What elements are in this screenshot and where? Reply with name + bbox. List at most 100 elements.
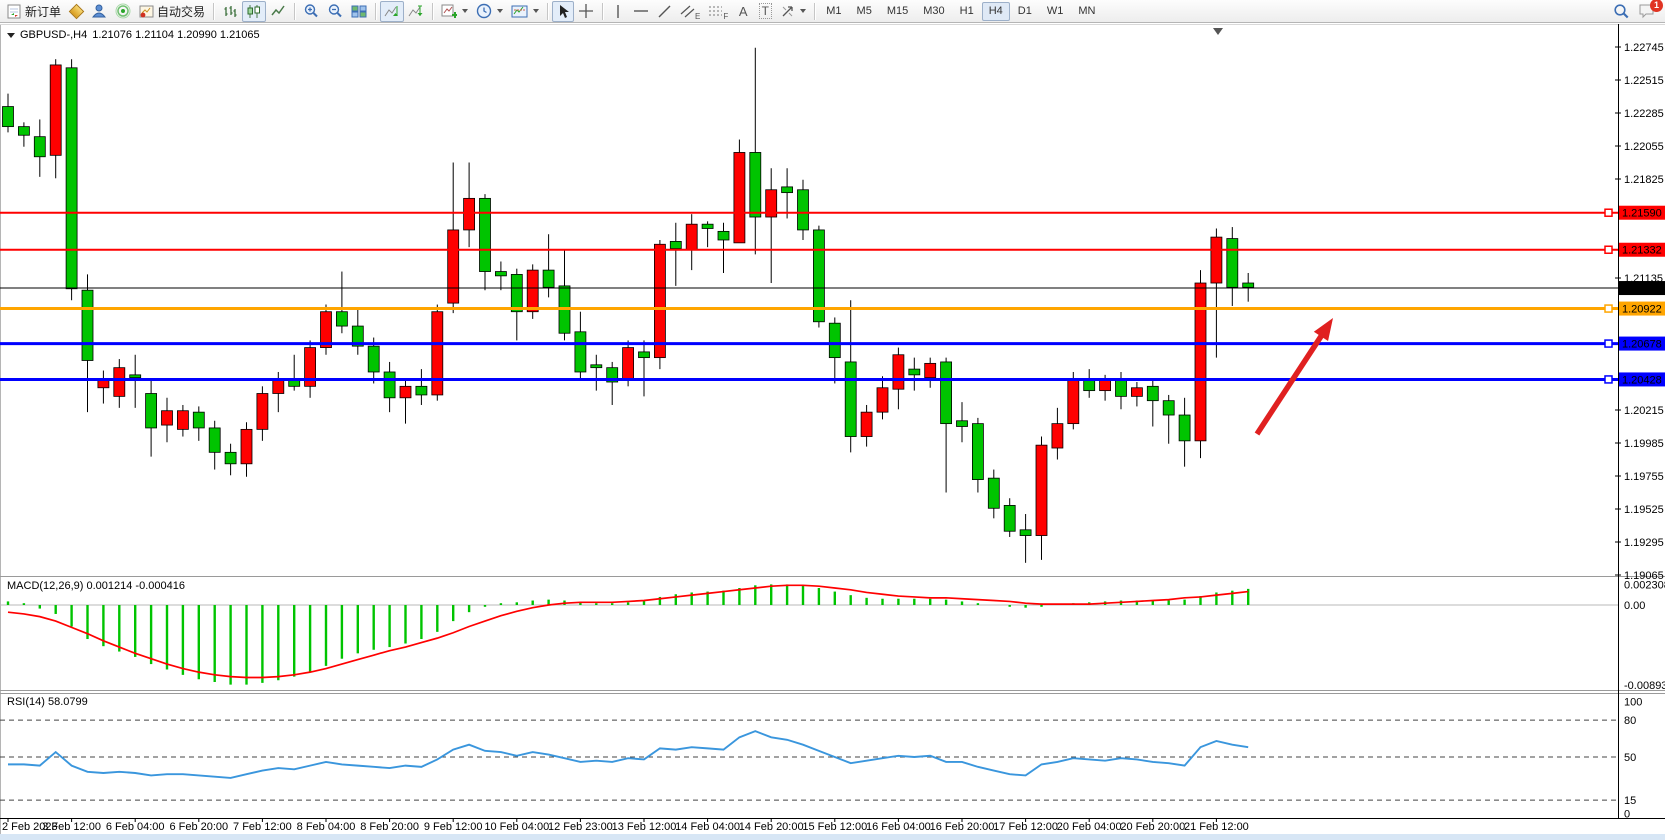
time-axis-label: 14 Feb 20:00	[739, 821, 804, 833]
bar-chart-icon	[222, 4, 238, 19]
chart-title-ohlc: 1.21076 1.21104 1.20990 1.21065	[92, 29, 260, 41]
candle	[685, 223, 698, 251]
candle	[335, 311, 348, 327]
timeframe-toolbar: M1 M5 M15 M30 H1 H4 D1 W1 MN	[819, 1, 1102, 21]
candle	[415, 385, 428, 396]
time-axis-label: 3 Feb 12:00	[42, 821, 101, 833]
horizontal-level-line[interactable]	[0, 208, 1618, 217]
rsi-axis[interactable]: 100 80 50 15 0	[1624, 696, 1642, 820]
candle	[1067, 378, 1080, 425]
notifications-button[interactable]: 1	[1638, 0, 1663, 19]
zoom-out-button[interactable]	[323, 1, 347, 22]
zoom-in-button[interactable]	[299, 1, 323, 22]
gold-icon	[68, 3, 84, 19]
timeframe-D1[interactable]: D1	[1011, 2, 1039, 21]
svg-text:1.20428: 1.20428	[1622, 374, 1662, 386]
price-tick-label: 1.22055	[1624, 141, 1664, 153]
periods-button[interactable]	[472, 1, 507, 22]
timeframe-M1[interactable]: M1	[819, 2, 848, 21]
arrows-tool-button[interactable]	[776, 1, 810, 22]
time-axis-label: 20 Feb 04:00	[1057, 821, 1122, 833]
templates-button[interactable]	[507, 1, 543, 22]
level-price-tag: 1.21590	[1619, 205, 1665, 220]
current-price-tag: 1.21065	[1619, 281, 1665, 296]
symbol-collapse-icon[interactable]	[7, 32, 15, 38]
text-label-tool-button[interactable]: T	[754, 1, 776, 22]
chart-title-symbol: GBPUSD-,H4	[20, 29, 88, 41]
chart-shift-marker[interactable]	[1213, 28, 1223, 35]
level-drag-handle	[1604, 304, 1613, 313]
new-order-button[interactable]: 新订单	[3, 1, 65, 22]
toolbar-separator	[213, 2, 215, 20]
candle	[129, 374, 142, 379]
auto-scroll-button[interactable]	[380, 0, 405, 22]
timeframe-H1[interactable]: H1	[953, 2, 981, 21]
search-icon[interactable]	[1613, 3, 1630, 20]
fibonacci-tool-button[interactable]: F	[704, 1, 732, 22]
community-button[interactable]	[87, 1, 111, 22]
candle	[908, 368, 921, 376]
candlestick-chart-button[interactable]	[242, 0, 267, 22]
trendline-tool-button[interactable]	[653, 1, 676, 22]
candle	[1035, 444, 1048, 536]
chart-window[interactable]: 1.22745 1.22515 1.22285 1.22055 1.21825 1.211…	[0, 24, 1665, 840]
dropdown-caret-icon	[462, 9, 469, 13]
timeframe-H4[interactable]: H4	[981, 1, 1010, 21]
candle	[2, 106, 14, 128]
timeframe-M30[interactable]: M30	[916, 2, 951, 21]
level-price-tag: 1.20428	[1619, 372, 1665, 387]
candle	[1242, 282, 1255, 288]
price-axis[interactable]: 1.227451.225151.222851.220551.218251.211…	[1615, 24, 1664, 818]
signals-button[interactable]	[111, 1, 135, 22]
timeframe-W1[interactable]: W1	[1040, 2, 1071, 21]
macd-axis-label: 0.002308	[1624, 579, 1665, 591]
cursor-tool-button[interactable]	[552, 0, 575, 22]
gold-button[interactable]	[65, 1, 87, 22]
candle	[383, 371, 396, 399]
macd-axis[interactable]: 0.002308 0.00 -0.008939	[1624, 579, 1665, 692]
candle	[701, 223, 714, 229]
candle	[797, 189, 809, 231]
line-chart-icon	[270, 4, 286, 19]
candle	[399, 385, 412, 399]
horizontal-level-line[interactable]	[0, 304, 1618, 313]
fibonacci-icon	[708, 5, 723, 18]
candle	[860, 411, 873, 437]
trend-arrow-annotation[interactable]	[1254, 318, 1333, 436]
candle	[987, 477, 1000, 509]
chart-canvas[interactable]: 1.227451.225151.222851.220551.218251.211…	[0, 24, 1665, 840]
macd-signal-line	[7, 584, 1249, 679]
horizontal-level-line[interactable]	[0, 339, 1618, 348]
timeframe-M15[interactable]: M15	[880, 2, 915, 21]
price-tick-label: 1.19755	[1624, 471, 1664, 483]
horizontal-line-tool-button[interactable]	[629, 1, 653, 22]
candle	[367, 345, 380, 373]
rsi-axis-label: 50	[1624, 752, 1636, 764]
timeframe-M5[interactable]: M5	[850, 2, 879, 21]
channel-tool-button[interactable]: E	[676, 1, 704, 22]
chart-shift-button[interactable]	[404, 1, 428, 22]
zoom-out-icon	[327, 3, 343, 19]
line-chart-button[interactable]	[266, 1, 290, 22]
person-icon	[91, 3, 107, 19]
candle	[781, 186, 793, 194]
candle	[192, 411, 205, 429]
crosshair-tool-button[interactable]	[574, 1, 598, 22]
horizontal-level-line[interactable]	[0, 375, 1618, 384]
timeframe-MN[interactable]: MN	[1071, 2, 1102, 21]
text-tool-icon: A	[738, 3, 748, 19]
horizontal-level-line[interactable]	[0, 245, 1618, 254]
toolbar-separator	[432, 2, 434, 20]
indicators-button[interactable]	[437, 1, 472, 22]
bar-chart-button[interactable]	[218, 1, 242, 22]
candle	[49, 64, 62, 156]
autotrading-button[interactable]: 自动交易	[135, 1, 209, 22]
candle	[447, 229, 460, 304]
tile-windows-button[interactable]	[347, 1, 371, 22]
vertical-line-tool-button[interactable]	[607, 1, 629, 22]
candle	[240, 428, 253, 465]
text-tool-button[interactable]: A	[732, 1, 754, 22]
svg-text:1.21065: 1.21065	[1622, 283, 1662, 295]
time-axis-label: 15 Feb 12:00	[802, 821, 867, 833]
